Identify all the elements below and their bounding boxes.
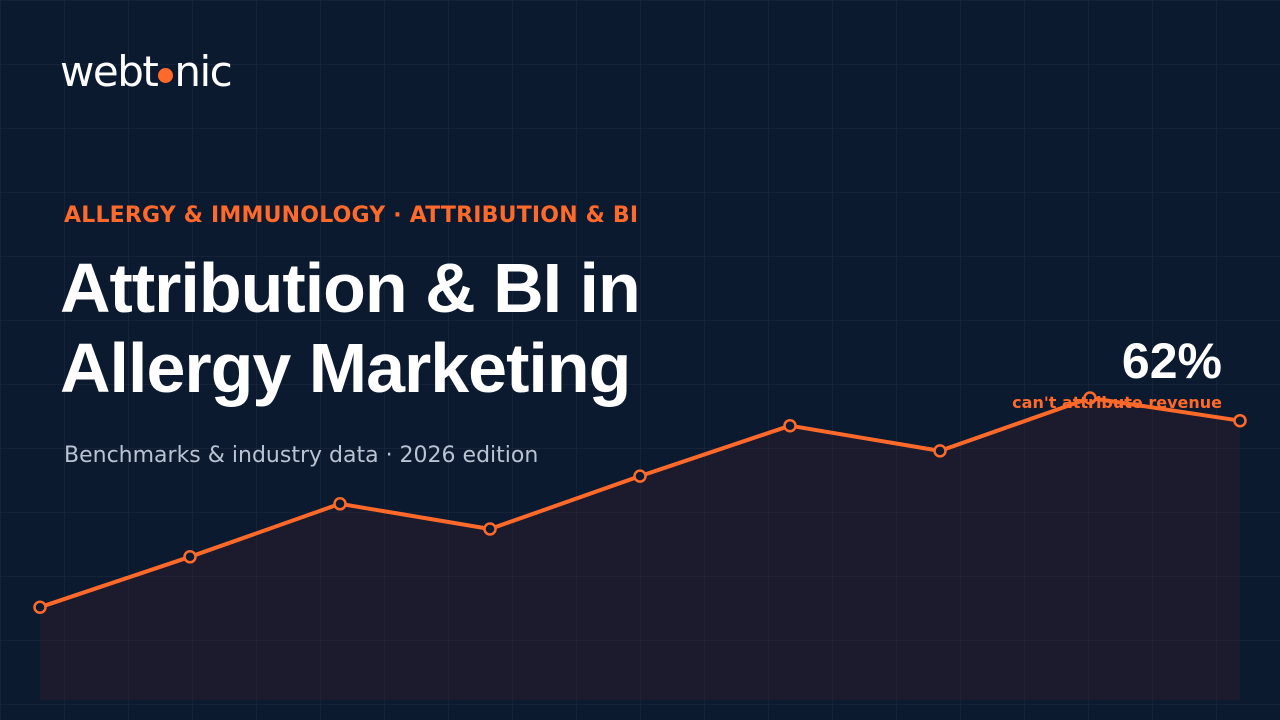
trend-point-5 [633,469,647,483]
trend-point-9 [1233,413,1247,428]
page-title: Attribution & BI in Allergy Marketing [60,248,641,408]
trend-area-fill [40,398,1240,700]
trend-point-3 [333,497,347,511]
trend-point-7 [933,444,947,458]
trend-point-4 [483,522,497,536]
logo-dot-icon [158,67,174,83]
page-subtitle: Benchmarks & industry data · 2026 editio… [64,443,539,468]
title-line-1: Attribution & BI in [60,249,641,327]
trend-points [33,391,1247,614]
trend-point-1 [33,600,47,614]
logo-text-right: nic [174,47,232,96]
trend-point-8 [1083,391,1097,405]
webtonic-logo: webt nic [60,44,233,100]
category-eyebrow: ALLERGY & IMMUNOLOGY · ATTRIBUTION & BI [64,203,639,228]
stat-value: 62% [1121,333,1222,389]
logo-text-left: webt [60,47,159,96]
trend-point-2 [183,550,197,564]
stat-label: can't attribute revenue [1012,393,1222,412]
title-line-2: Allergy Marketing [60,329,631,407]
trend-point-6 [783,418,797,433]
stat-callout: 62% can't attribute revenue [1012,334,1222,414]
